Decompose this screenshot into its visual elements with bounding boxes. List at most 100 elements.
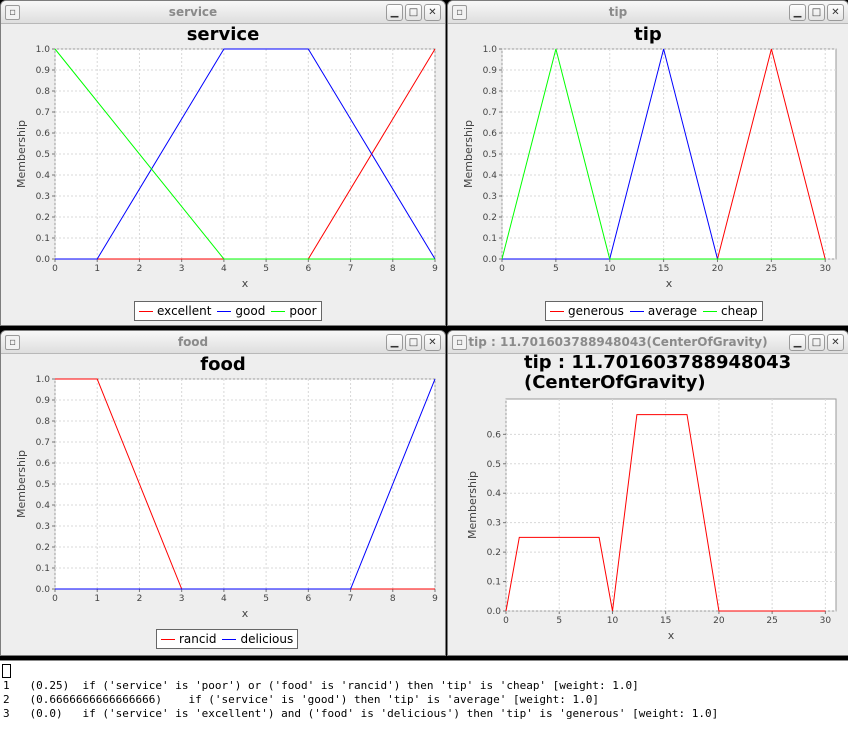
series-line-delicious	[55, 378, 436, 590]
window-menu-icon[interactable]: ▫	[452, 335, 467, 350]
x-tick-label: 8	[390, 264, 396, 274]
y-axis-label: Membership	[15, 120, 28, 188]
y-tick-label: 0.7	[483, 108, 497, 118]
plot-title-line1: tip : 11.701603788948043	[524, 352, 792, 373]
tip-legend: generous average cheap	[545, 301, 763, 321]
tip-chart: 0 5 10 15 20 25 30 0.0 0.1 0.2 0.3 0.4 0.5 0.6 0.7 0.8 0…	[462, 45, 837, 290]
y-tick-label: 0.7	[36, 108, 50, 118]
close-icon[interactable]: ✕	[827, 334, 844, 351]
x-tick-label: 5	[553, 264, 559, 274]
service-window[interactable]: ▫ service ▁ □ ✕ service 0 1 2 3 4 5 6 7 8 9 0.0 0.1…	[0, 0, 446, 326]
y-tick-label: 0.6	[487, 430, 502, 440]
y-tick-label: 0.2	[483, 213, 497, 223]
y-tick-label: 0.7	[36, 438, 50, 448]
y-tick-label: 0.0	[36, 255, 51, 265]
food-chart: 0 1 2 3 4 5 6 7 8 9 0.0 0.1 0.2 0.3 0.4 0.5 0.6 0.7 0.8 0.9…	[15, 375, 438, 620]
x-tick-label: 1	[94, 264, 100, 274]
window-menu-icon[interactable]: ▫	[5, 5, 20, 20]
plot-title: food	[200, 354, 246, 375]
legend-item-average: average	[629, 304, 697, 318]
console-divider	[0, 660, 848, 661]
food-window[interactable]: ▫ food ▁ □ ✕ food 0 1 2 3 4 5 6 7 8 9 0.0 0.1 0.2 0.3…	[0, 330, 446, 656]
x-tick-label: 4	[221, 264, 227, 274]
x-axis-label: x	[242, 607, 249, 620]
x-tick-label: 1	[94, 594, 100, 604]
result-window[interactable]: ▫ tip : 11.701603788948043(CenterOfGravi…	[447, 330, 848, 656]
console-line: 1 (0.25) if ('service' is 'poor') or ('f…	[3, 679, 639, 692]
text-cursor	[2, 664, 11, 678]
service-legend: excellent good poor	[134, 301, 322, 321]
close-icon[interactable]: ✕	[827, 4, 844, 21]
minimize-icon[interactable]: ▁	[386, 334, 403, 351]
window-menu-icon[interactable]: ▫	[452, 5, 467, 20]
y-tick-label: 0.1	[483, 234, 497, 244]
y-tick-label: 0.5	[36, 480, 50, 490]
legend-item-excellent: excellent	[139, 304, 211, 318]
maximize-icon[interactable]: □	[405, 4, 422, 21]
tip-titlebar[interactable]: ▫ tip ▁ □ ✕	[448, 1, 848, 24]
y-tick-label: 0.9	[36, 66, 51, 76]
x-axis-label: x	[242, 277, 249, 290]
maximize-icon[interactable]: □	[808, 334, 825, 351]
window-title: food	[177, 335, 209, 349]
y-tick-label: 0.6	[36, 459, 51, 469]
legend-item-delicious: delicious	[222, 632, 293, 646]
y-tick-label: 0.9	[483, 66, 498, 76]
maximize-icon[interactable]: □	[808, 4, 825, 21]
x-tick-label: 10	[604, 264, 616, 274]
close-icon[interactable]: ✕	[424, 334, 441, 351]
legend-item-rancid: rancid	[161, 632, 216, 646]
food-legend: rancid delicious	[156, 629, 299, 649]
y-tick-label: 0.2	[36, 543, 50, 553]
x-tick-label: 25	[766, 264, 777, 274]
plot-title: tip	[634, 24, 662, 45]
tip-window[interactable]: ▫ tip ▁ □ ✕ tip 0 5 10 15 20 25 30 0.0 0.1 0.2 0.3…	[447, 0, 848, 326]
x-tick-label: 3	[179, 264, 185, 274]
x-tick-label: 9	[432, 594, 438, 604]
y-tick-label: 0.6	[36, 129, 51, 139]
minimize-icon[interactable]: ▁	[789, 334, 806, 351]
minimize-icon[interactable]: ▁	[789, 4, 806, 21]
x-tick-label: 6	[305, 594, 311, 604]
y-axis-label: Membership	[15, 450, 28, 518]
series-line-poor	[54, 48, 435, 260]
x-tick-label: 20	[712, 264, 724, 274]
y-tick-label: 0.3	[36, 192, 50, 202]
y-tick-label: 0.8	[36, 87, 51, 97]
x-tick-label: 10	[607, 616, 619, 626]
rule-console[interactable]: 1 (0.25) if ('service' is 'poor') or ('f…	[0, 661, 848, 733]
x-tick-label: 3	[179, 594, 185, 604]
plot-title: tip : 11.701603788948043 (CenterOfGravit…	[524, 353, 848, 393]
x-axis-label: x	[666, 277, 673, 290]
service-titlebar[interactable]: ▫ service ▁ □ ✕	[1, 1, 445, 24]
y-tick-label: 0.5	[36, 150, 50, 160]
service-chart: 0 1 2 3 4 5 6 7 8 9 0.0 0.1 0.2 0.3 0.4 0.5 0.6 0.7 0.8 0.9…	[15, 45, 438, 290]
legend-item-good: good	[217, 304, 265, 318]
y-tick-label: 0.1	[36, 234, 50, 244]
food-titlebar[interactable]: ▫ food ▁ □ ✕	[1, 331, 445, 354]
x-tick-label: 15	[660, 616, 671, 626]
maximize-icon[interactable]: □	[405, 334, 422, 351]
x-tick-label: 30	[819, 264, 831, 274]
x-tick-label: 5	[263, 264, 269, 274]
minimize-icon[interactable]: ▁	[386, 4, 403, 21]
y-tick-label: 0.4	[36, 171, 51, 181]
result-titlebar[interactable]: ▫ tip : 11.701603788948043(CenterOfGravi…	[448, 331, 848, 354]
y-tick-label: 0.2	[36, 213, 50, 223]
y-tick-label: 0.8	[483, 87, 498, 97]
console-line: 2 (0.6666666666666666) if ('service' is …	[3, 693, 600, 706]
x-tick-label: 0	[503, 616, 509, 626]
x-tick-label: 0	[499, 264, 505, 274]
y-tick-label: 0.2	[487, 548, 501, 558]
x-tick-label: 7	[348, 264, 354, 274]
window-menu-icon[interactable]: ▫	[5, 335, 20, 350]
close-icon[interactable]: ✕	[424, 4, 441, 21]
x-tick-label: 8	[390, 594, 396, 604]
x-tick-label: 25	[766, 616, 777, 626]
window-title: tip	[608, 5, 628, 19]
x-axis-label: x	[668, 629, 675, 642]
x-tick-label: 9	[432, 264, 438, 274]
series-line-cheap	[501, 48, 826, 260]
y-tick-label: 1.0	[36, 375, 51, 385]
y-tick-label: 0.6	[483, 129, 498, 139]
